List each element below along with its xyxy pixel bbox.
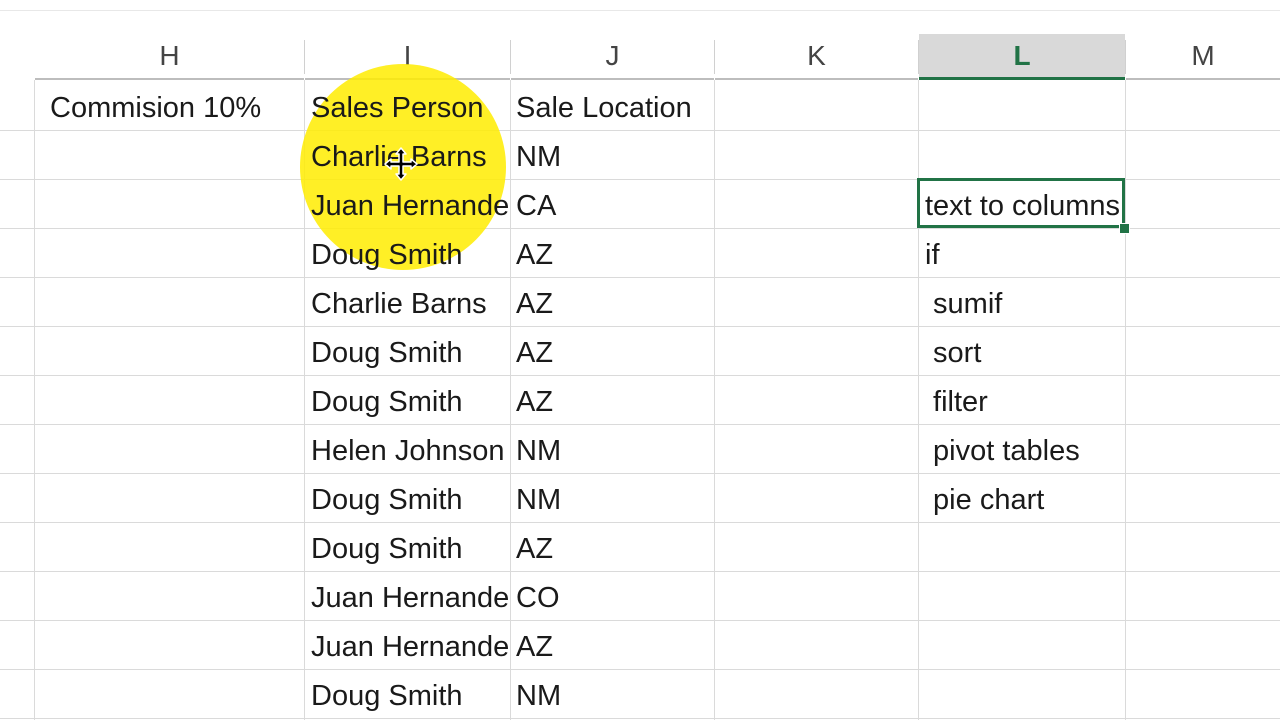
cell-sale-location[interactable]: CO bbox=[516, 582, 560, 614]
cell-sale-location[interactable]: AZ bbox=[516, 239, 554, 271]
header-divider bbox=[304, 40, 305, 74]
gridline bbox=[0, 473, 1280, 474]
gridline bbox=[0, 326, 1280, 327]
fill-handle[interactable] bbox=[1119, 223, 1130, 234]
cell-sale-location[interactable]: NM bbox=[516, 141, 562, 173]
cell-sale-location[interactable]: NM bbox=[516, 484, 562, 516]
active-cell-border[interactable] bbox=[917, 178, 1125, 228]
cell-h1[interactable]: Commision 10% bbox=[50, 92, 262, 124]
cell-topic-sumif[interactable]: sumif bbox=[925, 288, 1003, 320]
ribbon-edge bbox=[0, 0, 1280, 11]
cell-sale-location[interactable]: AZ bbox=[516, 386, 554, 418]
cell-i1[interactable]: Sales Person bbox=[311, 92, 484, 124]
cell-topic-filter[interactable]: filter bbox=[925, 386, 988, 418]
header-divider bbox=[918, 40, 919, 74]
gridline bbox=[0, 179, 1280, 180]
cell-topic-text-to-columns[interactable]: text to columns bbox=[925, 190, 1121, 222]
header-divider bbox=[1125, 40, 1126, 74]
gridline bbox=[0, 718, 1280, 719]
cell-sales-person[interactable]: Charlie Barns bbox=[311, 288, 487, 320]
header-divider bbox=[714, 40, 715, 74]
gridline bbox=[34, 80, 35, 720]
cell-sales-person[interactable]: Juan Hernandez bbox=[311, 582, 509, 614]
gridline bbox=[918, 80, 919, 720]
gridline bbox=[0, 571, 1280, 572]
gridline bbox=[0, 424, 1280, 425]
gridline bbox=[0, 669, 1280, 670]
cell-sales-person[interactable]: Doug Smith bbox=[311, 680, 463, 712]
cell-sale-location[interactable]: NM bbox=[516, 680, 562, 712]
gridline bbox=[1125, 80, 1126, 720]
cell-sales-person[interactable]: Doug Smith bbox=[311, 239, 463, 271]
cell-topic-sort[interactable]: sort bbox=[925, 337, 982, 369]
cell-sale-location[interactable]: NM bbox=[516, 435, 562, 467]
column-header-m[interactable]: M bbox=[1126, 34, 1280, 80]
column-header-h[interactable]: H bbox=[35, 34, 304, 80]
cell-sale-location[interactable]: AZ bbox=[516, 288, 554, 320]
cell-sales-person[interactable]: Juan Hernandez bbox=[311, 190, 509, 222]
column-header-k[interactable]: K bbox=[715, 34, 918, 80]
cell-topic-pivot-tables[interactable]: pivot tables bbox=[925, 435, 1080, 467]
cell-sales-person[interactable]: Juan Hernandez bbox=[311, 631, 509, 663]
gridline bbox=[0, 277, 1280, 278]
header-divider bbox=[510, 40, 511, 74]
gridline bbox=[714, 80, 715, 720]
cell-sale-location[interactable]: AZ bbox=[516, 631, 554, 663]
cell-topic-pie-chart[interactable]: pie chart bbox=[925, 484, 1045, 516]
cell-sales-person[interactable]: Helen Johnson bbox=[311, 435, 505, 467]
cell-topic-if[interactable]: if bbox=[925, 239, 940, 271]
move-cross-arrow-icon bbox=[384, 147, 418, 181]
cell-sales-person[interactable]: Doug Smith bbox=[311, 484, 463, 516]
cell-sales-person[interactable]: Doug Smith bbox=[311, 386, 463, 418]
gridline bbox=[0, 620, 1280, 621]
column-header-l[interactable]: L bbox=[919, 34, 1125, 80]
gridline bbox=[304, 80, 305, 720]
gridline bbox=[510, 80, 511, 720]
column-header-j[interactable]: J bbox=[511, 34, 714, 80]
cell-sale-location[interactable]: AZ bbox=[516, 337, 554, 369]
gridline bbox=[0, 522, 1280, 523]
gridline bbox=[0, 228, 1280, 229]
cell-j1[interactable]: Sale Location bbox=[516, 92, 692, 124]
cell-sales-person[interactable]: Doug Smith bbox=[311, 337, 463, 369]
cell-sale-location[interactable]: CA bbox=[516, 190, 557, 222]
gridline bbox=[0, 375, 1280, 376]
cell-sales-person[interactable]: Doug Smith bbox=[311, 533, 463, 565]
gridline bbox=[0, 130, 1280, 131]
cell-sale-location[interactable]: AZ bbox=[516, 533, 554, 565]
